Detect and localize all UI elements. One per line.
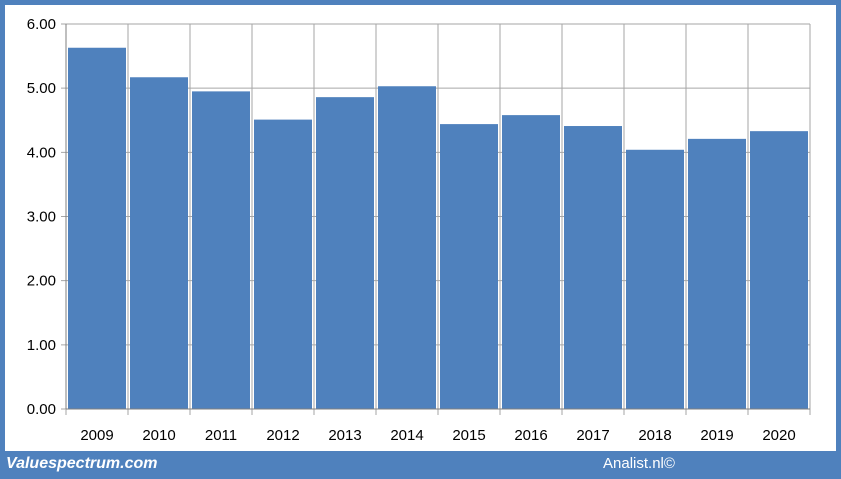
bar-2010 — [130, 77, 188, 409]
x-tick-label: 2017 — [576, 427, 609, 444]
x-tick-label: 2020 — [762, 427, 795, 444]
bar-2018 — [626, 149, 684, 409]
x-tick-label: 2010 — [142, 427, 175, 444]
x-tick-label: 2019 — [700, 427, 733, 444]
credit-label: Analist.nl© — [603, 455, 675, 472]
y-tick-label: 4.00 — [27, 144, 56, 161]
bar-2013 — [316, 97, 374, 410]
y-tick-label: 3.00 — [27, 209, 56, 226]
x-tick-label: 2014 — [390, 427, 423, 444]
x-tick-label: 2013 — [328, 427, 361, 444]
bar-2020 — [750, 131, 808, 409]
x-tick-label: 2015 — [452, 427, 485, 444]
site-label: Valuespectrum.com — [6, 455, 158, 472]
y-tick-label: 2.00 — [27, 273, 56, 290]
x-tick-label: 2016 — [514, 427, 547, 444]
bar-2019 — [688, 138, 746, 409]
bar-chart: 0.00 1.00 2.00 3.00 4.00 5.00 6.00 2009 2010 2011… — [27, 16, 811, 444]
y-tick-label: 1.00 — [27, 337, 56, 354]
tick-labels: 0.00 1.00 2.00 3.00 4.00 5.00 6.00 2009 2010 2011… — [27, 16, 796, 444]
y-tick-label: 5.00 — [27, 80, 56, 97]
bar-2009 — [68, 47, 126, 409]
x-tick-label: 2012 — [266, 427, 299, 444]
bar-2015 — [440, 124, 498, 409]
bars — [68, 47, 808, 410]
bar-2011 — [192, 91, 250, 409]
y-tick-label: 0.00 — [27, 401, 56, 418]
x-tick-label: 2009 — [80, 427, 113, 444]
chart-panel: 0.00 1.00 2.00 3.00 4.00 5.00 6.00 2009 2010 2011… — [5, 5, 836, 451]
bar-2016 — [502, 115, 560, 409]
x-tick-label: 2018 — [638, 427, 671, 444]
y-tick-label: 6.00 — [27, 16, 56, 33]
bar-2014 — [378, 86, 436, 409]
bar-2017 — [564, 126, 622, 410]
bar-2012 — [254, 119, 312, 409]
x-tick-label: 2011 — [205, 427, 237, 444]
axes — [65, 24, 810, 410]
